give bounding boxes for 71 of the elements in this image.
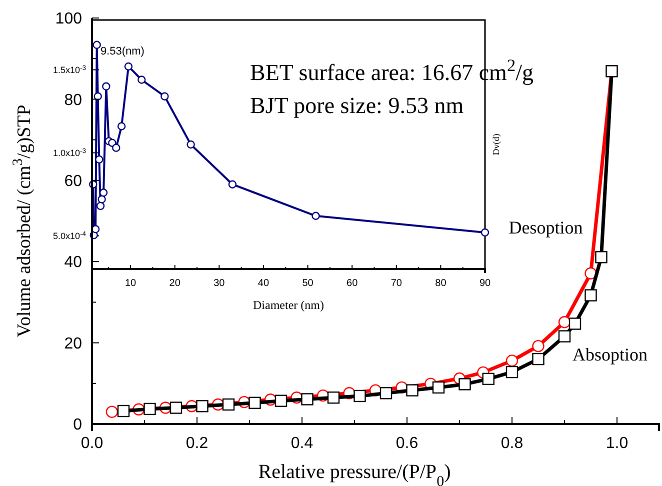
- point: [532, 340, 544, 352]
- point: [160, 92, 169, 100]
- point: [92, 40, 101, 49]
- point: [595, 251, 608, 264]
- point: [170, 402, 182, 414]
- x-tick-label: 40: [258, 278, 270, 289]
- point: [568, 318, 582, 330]
- point: [301, 393, 314, 406]
- x-tick-label: 60: [346, 278, 358, 289]
- x-tick-label: 0.8: [500, 435, 524, 452]
- y-tick-label: 1.0x10$^{-3}$: [52, 147, 86, 158]
- point: [99, 188, 108, 197]
- y-tick-label: 80: [64, 92, 82, 109]
- x-axis-title: Relative pressure/(P/P$_{0}$): [258, 461, 451, 486]
- x-tick-label: 90: [479, 278, 491, 289]
- point: [117, 122, 126, 130]
- y-tick-label: 100: [55, 10, 82, 28]
- point: [432, 381, 445, 394]
- point: [532, 352, 544, 366]
- x-tick-label: 1.0: [606, 435, 628, 452]
- x-tick-label: 50: [302, 278, 314, 289]
- point: [222, 398, 235, 411]
- point: [274, 394, 288, 407]
- series-label: Desoption: [508, 217, 583, 238]
- point: [354, 390, 366, 402]
- point: [98, 195, 106, 204]
- annotation: 9.53(nm): [100, 45, 144, 58]
- y-tick-label: 40: [64, 254, 82, 272]
- x-tick-label: 20: [169, 278, 181, 289]
- point: [406, 384, 418, 396]
- point: [117, 404, 130, 418]
- point: [248, 396, 261, 409]
- point: [312, 212, 320, 220]
- point: [124, 62, 133, 71]
- y-tick-label: 5.0x10$^{-4}$: [52, 230, 86, 241]
- x-tick-label: 10: [124, 278, 137, 289]
- point: [106, 406, 118, 418]
- point: [480, 228, 490, 237]
- point: [112, 144, 120, 152]
- point: [196, 400, 208, 412]
- point: [506, 354, 518, 367]
- point: [558, 330, 571, 342]
- point: [102, 82, 110, 90]
- x-tick-label: 0.2: [186, 435, 208, 452]
- point: [138, 76, 146, 84]
- x-tick-label: 80: [435, 278, 447, 289]
- point: [458, 378, 471, 390]
- x-tick-label: 70: [390, 278, 402, 289]
- x-tick-label: 0.4: [290, 435, 314, 452]
- y-tick-label: 0: [73, 416, 82, 434]
- point: [186, 140, 195, 149]
- y-axis-title: Dv(d): [491, 134, 501, 156]
- x-tick-label: 0.6: [396, 435, 418, 452]
- point: [482, 372, 494, 386]
- y-tick-label: 1.5x10$^{-3}$: [52, 64, 86, 75]
- point: [144, 402, 156, 416]
- point: [96, 202, 105, 210]
- point: [327, 392, 340, 404]
- point: [95, 155, 104, 164]
- point: [380, 387, 392, 400]
- point: [94, 92, 102, 100]
- y-tick-label: 60: [64, 173, 82, 190]
- x-tick-label: 0.0: [80, 435, 104, 452]
- annotation: BJT pore size: 9.53 nm: [250, 93, 464, 118]
- point: [584, 289, 597, 302]
- y-tick-label: 20: [64, 335, 82, 352]
- point: [228, 180, 237, 188]
- series-label: Absoption: [572, 344, 648, 364]
- point: [506, 366, 518, 378]
- x-axis-title: Diameter (nm): [253, 298, 324, 312]
- x-tick-label: 30: [214, 278, 226, 289]
